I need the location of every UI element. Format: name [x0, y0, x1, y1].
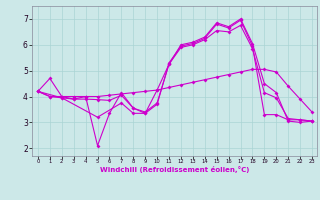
X-axis label: Windchill (Refroidissement éolien,°C): Windchill (Refroidissement éolien,°C)	[100, 166, 249, 173]
